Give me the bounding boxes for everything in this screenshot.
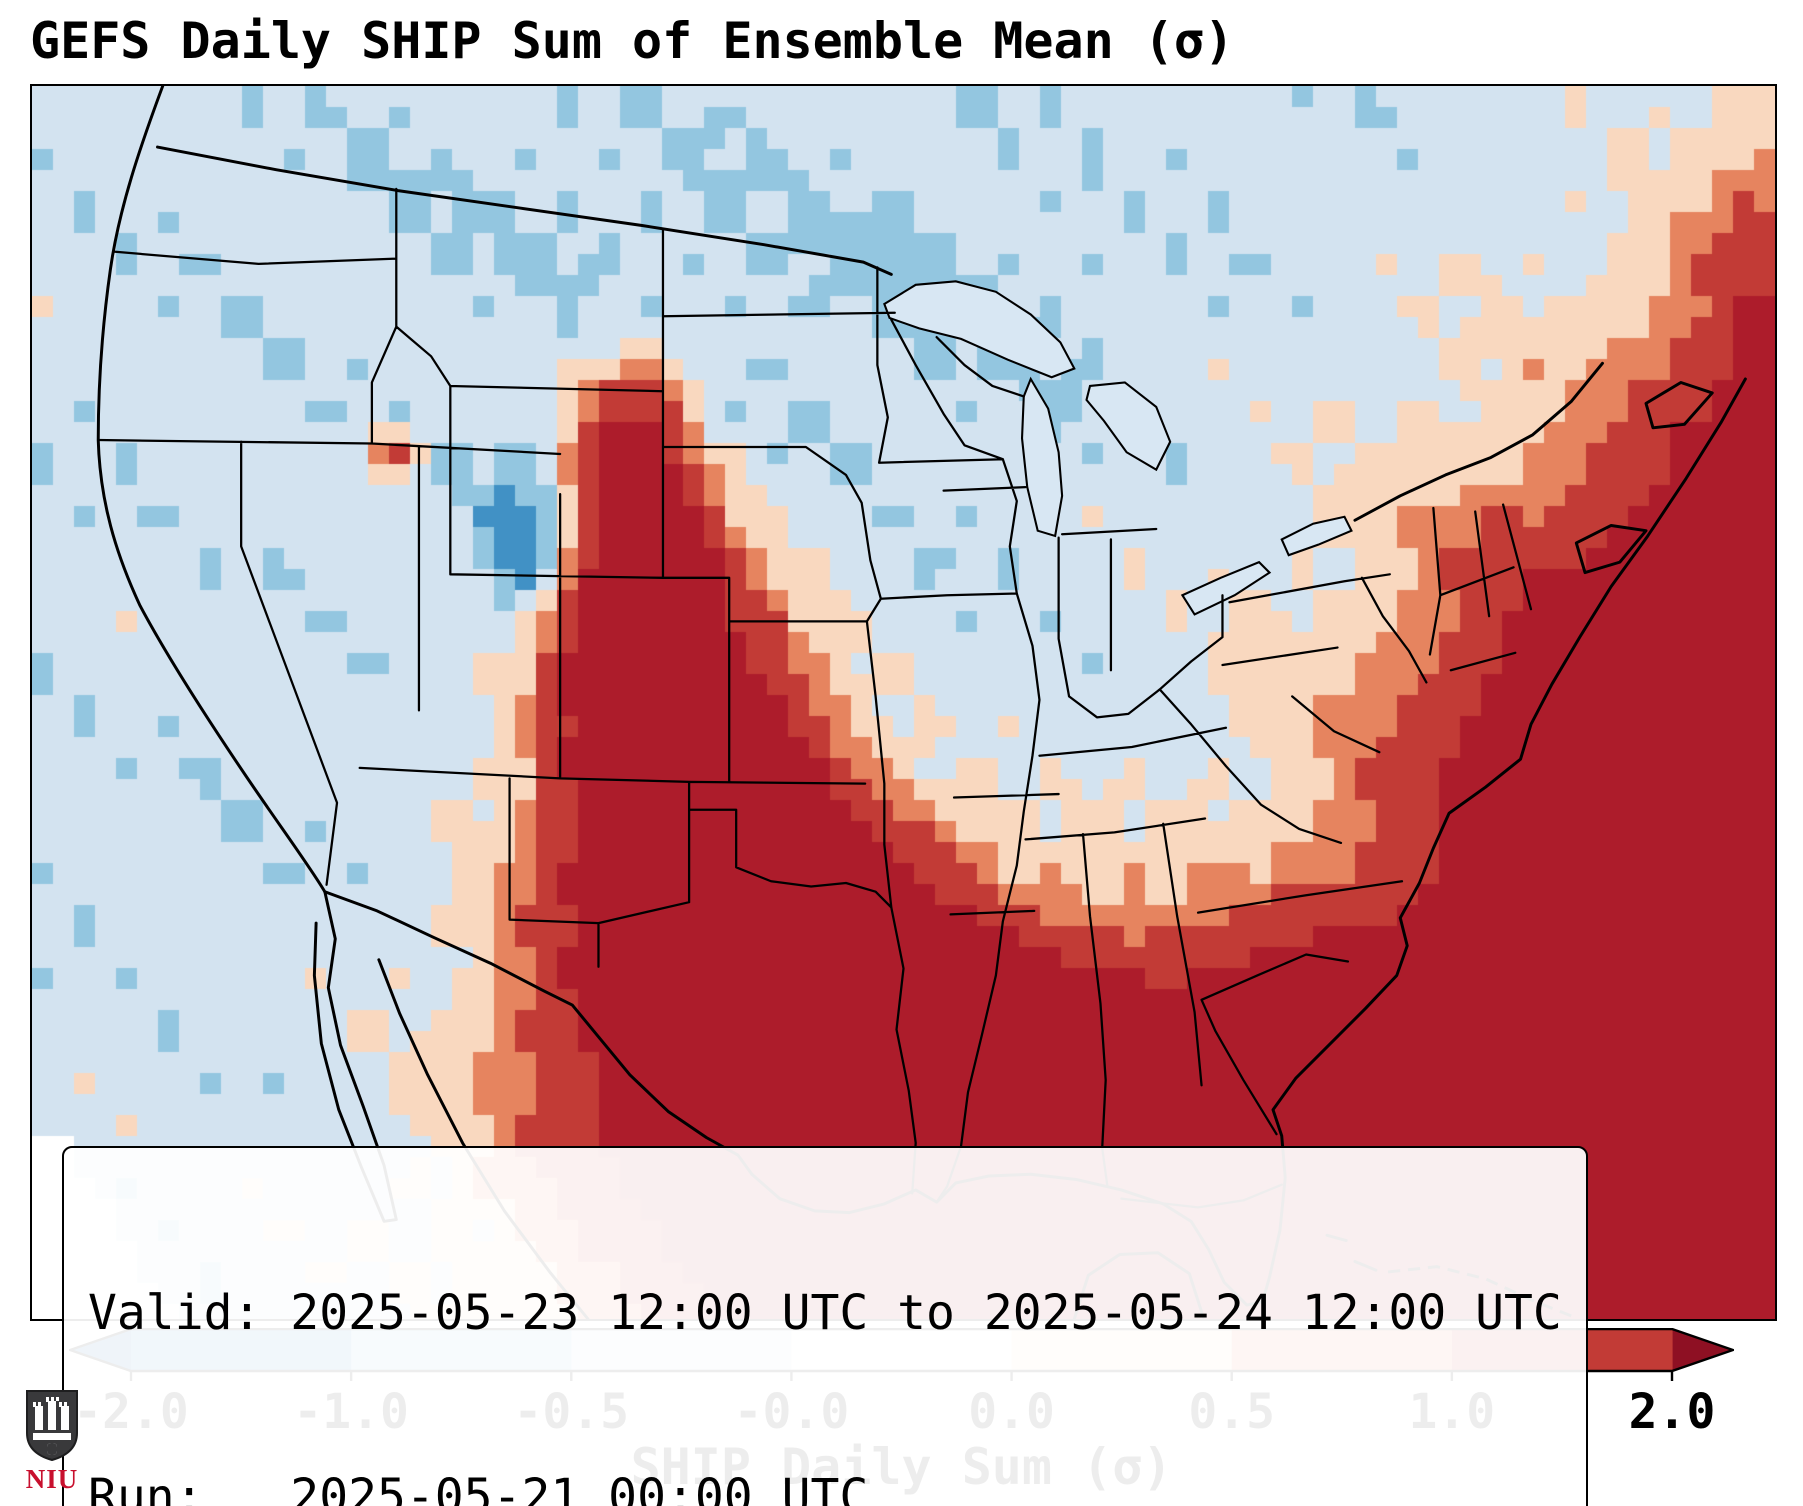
map [30, 84, 1777, 1321]
colorbar-over-arrow [1672, 1328, 1734, 1372]
niu-shield-icon [26, 1390, 78, 1462]
valid-line: Valid: 2025-05-23 12:00 UTC to 2025-05-2… [88, 1284, 1562, 1341]
valid-run-info-box: Valid: 2025-05-23 12:00 UTC to 2025-05-2… [62, 1146, 1588, 1506]
colorbar-tick-label: 2.0 [1628, 1384, 1716, 1440]
figure-title: GEFS Daily SHIP Sum of Ensemble Mean (σ) [30, 12, 1235, 70]
heatmap-canvas [32, 86, 1775, 1319]
niu-logo-text: NIU [25, 1464, 79, 1494]
run-line: Run: 2025-05-21 00:00 UTC [88, 1469, 869, 1506]
niu-logo: NIU [14, 1388, 90, 1495]
